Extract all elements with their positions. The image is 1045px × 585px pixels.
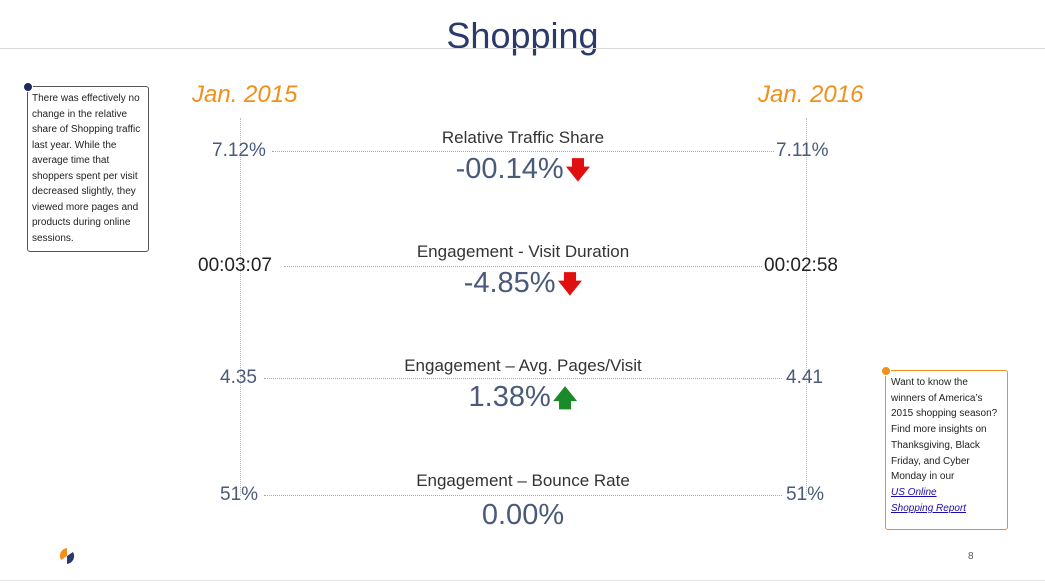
left-timeline (240, 118, 241, 496)
metric-change: -00.14%🡇 (300, 152, 746, 188)
note-pin-icon (23, 82, 33, 92)
metric-change-value: 0.00% (481, 499, 565, 531)
similarweb-logo-icon (59, 548, 75, 564)
metric-change-value: 1.38% (468, 381, 551, 413)
arrow-up-icon: 🡅 (552, 385, 578, 412)
arrow-down-icon: 🡇 (565, 157, 591, 184)
report-callout: Want to know the winners of America’s 20… (881, 366, 1008, 530)
metric-right-value: 7.11% (776, 140, 829, 161)
metric-label: Engagement - Visit Duration (416, 242, 630, 261)
report-callout-text: Want to know the winners of America’s 20… (891, 377, 998, 483)
metric-change: -4.85%🡇 (300, 266, 746, 302)
metric-label: Relative Traffic Share (441, 128, 605, 147)
metric-change-value: -00.14% (455, 153, 564, 185)
metric-right-value: 00:02:58 (764, 255, 838, 276)
metric-right-value: 51% (786, 484, 825, 505)
summary-note-text: There was effectively no change in the r… (32, 93, 141, 244)
metric-label: Engagement – Avg. Pages/Visit (404, 356, 642, 375)
metric-left-value: 00:03:07 (198, 255, 272, 276)
page-title: Shopping (446, 15, 599, 56)
metric-connector (264, 378, 782, 379)
report-link[interactable]: US Online (891, 486, 937, 498)
metric-change: 1.38%🡅 (300, 380, 746, 416)
callout-pin-icon (881, 366, 891, 376)
arrow-down-icon: 🡇 (557, 271, 583, 298)
metric-connector (264, 495, 782, 496)
metric-left-value: 51% (220, 484, 259, 505)
metric-left-value: 7.12% (212, 140, 266, 161)
metric-connector (284, 266, 762, 267)
metric-connector (272, 151, 774, 152)
year-left: Jan. 2015 (192, 81, 298, 108)
footer-divider (0, 580, 1045, 581)
metric-left-value: 4.35 (220, 367, 257, 388)
metric-label: Engagement – Bounce Rate (416, 471, 630, 490)
summary-note: There was effectively no change in the r… (23, 82, 149, 252)
title-divider (0, 48, 1045, 49)
page-number: 8 (968, 551, 974, 562)
right-timeline (806, 118, 807, 496)
year-right: Jan. 2016 (758, 81, 864, 108)
report-link[interactable]: Shopping Report (891, 502, 967, 514)
metric-change-value: -4.85% (463, 267, 556, 299)
metric-change: 0.00% (300, 498, 746, 532)
metric-right-value: 4.41 (786, 367, 823, 388)
